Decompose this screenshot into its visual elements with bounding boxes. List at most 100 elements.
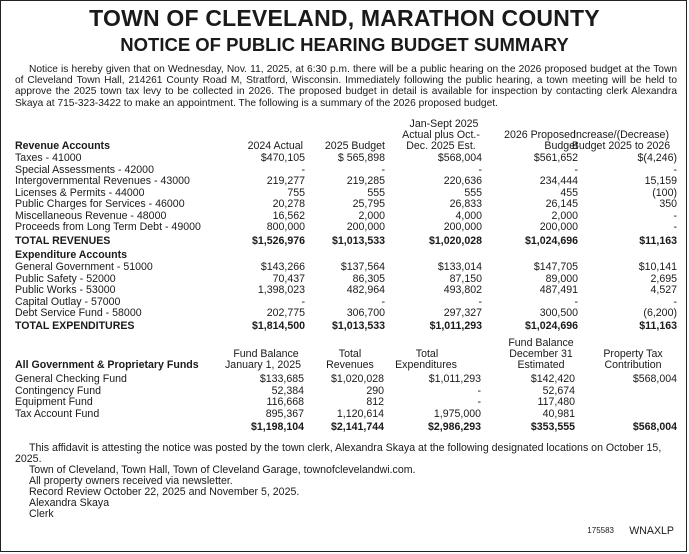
cell-inc: (6,200) (643, 307, 677, 319)
cell-a2024: 219,277 (266, 175, 305, 187)
row-label: Public Safety - 52000 (15, 272, 116, 285)
row-label: Licenses & Permits - 44000 (15, 186, 145, 199)
newsletter-note: All property owners received via newslet… (29, 475, 233, 487)
table-row: Licenses & Permits - 44000 755 555 555 455 (1… (15, 186, 677, 199)
cell-est: - (478, 295, 482, 308)
cell-prop: 487,491 (539, 284, 578, 296)
fund-header-exp-line2: Expenditures (395, 359, 457, 371)
row-label: Proceeds from Long Term Debt - 49000 (15, 221, 201, 233)
fund-header-dec-line3: Estimated (517, 359, 565, 371)
cell-exp: - (477, 396, 481, 408)
table-row: General Government - 51000 $143,266 $137,5… (15, 262, 677, 273)
cell-proposed: $1,024,696 (524, 320, 578, 332)
cell-exp: - (477, 384, 481, 397)
cell-inc: - (673, 295, 677, 308)
cell-est: 87,150 (449, 272, 482, 285)
cell-prop: - (574, 295, 578, 308)
cell-prop: 200,000 (539, 221, 578, 233)
cell-a2024: $470,105 (260, 152, 305, 164)
cell-dec: 40,981 (542, 407, 575, 420)
cell-a2024: 20,278 (272, 198, 305, 210)
row-label: TOTAL REVENUES (15, 235, 111, 247)
cell-prop: 300,500 (539, 307, 578, 319)
cell-prop: 2,000 (551, 209, 578, 222)
cell-prop: 455 (560, 186, 578, 199)
cell-increase: $11,163 (639, 320, 677, 332)
cell-b2025: $137,564 (340, 261, 385, 273)
cell-b2025: 86,305 (352, 272, 385, 285)
cell-est: 493,802 (443, 284, 482, 296)
header-jan-line1: Jan-Sept 2025 (409, 118, 479, 130)
cell-proposed: $1,024,696 (524, 235, 578, 247)
cell-prop: - (574, 163, 578, 176)
cell-2024: $1,814,500 (251, 320, 305, 332)
row-label: Equipment Fund (15, 396, 93, 408)
ad-code: WNAXLP (629, 525, 674, 537)
expenditure-heading: Expenditure Accounts (15, 249, 128, 261)
affidavit-text: This affidavit is attesting the notice w… (15, 442, 662, 465)
cell-fb: $1,198,104 (250, 421, 304, 433)
cell-est: 200,000 (443, 221, 482, 233)
affidavit-section: This affidavit is attesting the notice w… (15, 443, 677, 520)
record-review: Record Review October 22, 2025 and Novem… (29, 486, 300, 498)
cell-inc: 15,159 (644, 175, 677, 187)
cell-a2024: 202,775 (266, 307, 305, 319)
fund-header-dec-line2: December 31 (509, 348, 573, 360)
row-label: Capital Outlay - 57000 (15, 295, 121, 308)
cell-est: 26,833 (449, 198, 482, 210)
cell-a2024: 755 (287, 186, 305, 199)
row-label: Intergovernmental Revenues - 43000 (15, 175, 190, 187)
table-row: Public Charges for Services - 46000 20,27… (15, 199, 677, 210)
cell-b2025: 306,700 (346, 307, 385, 319)
table-row: Contingency Fund 52,384 290 - 52,674 (15, 384, 677, 397)
cell-fb: 116,668 (266, 396, 304, 408)
notice-subtitle: NOTICE OF PUBLIC HEARING BUDGET SUMMARY (120, 34, 569, 55)
cell-est: - (478, 163, 482, 176)
header-increase-line2: Budget 2025 to 2026 (571, 140, 671, 152)
cell-b2025: 2,000 (358, 209, 385, 222)
cell-inc: (100) (652, 186, 677, 199)
cell-inc: - (673, 209, 677, 222)
table-row: Intergovernmental Revenues - 43000 219,27… (15, 176, 677, 187)
row-label: General Checking Fund (15, 373, 127, 385)
fund-header-rev-line1: Total (338, 348, 362, 360)
cell-fb: 52,384 (271, 384, 304, 397)
cell-a2024: 800,000 (266, 221, 305, 233)
header-proposed-line1: 2026 Proposed (504, 129, 576, 141)
row-label: Public Charges for Services - 46000 (15, 198, 185, 210)
header-proposed-line2: Budget (544, 140, 578, 152)
row-label: Debt Service Fund - 58000 (15, 307, 142, 319)
cell-fb: 895,367 (265, 407, 304, 420)
cell-revenues: $2,141,744 (330, 421, 384, 433)
cell-inc: 2,695 (650, 272, 677, 285)
cell-est: $1,011,293 (429, 320, 482, 332)
cell-b2025: 482,964 (346, 284, 385, 296)
cell-dec: $142,420 (530, 373, 575, 385)
row-label: Taxes - 41000 (15, 152, 82, 164)
cell-increase: $11,163 (639, 235, 677, 247)
revenue-accounts-heading: Revenue Accounts (15, 140, 110, 152)
row-label: General Government - 51000 (15, 261, 153, 273)
cell-inc: $(4,246) (637, 152, 677, 164)
fund-total-row: $1,198,104 $2,141,744 $2,986,293 $353,55… (15, 422, 677, 433)
cell-dec: $353,555 (530, 421, 575, 433)
clerk-title: Clerk (29, 508, 54, 520)
cell-est: 4,000 (455, 209, 482, 222)
table-row: Public Works - 53000 1,398,023 482,964 493,… (15, 285, 677, 296)
cell-a2024: 70,437 (272, 272, 305, 285)
cell-dec: 117,480 (537, 396, 575, 408)
cell-exp: $1,011,293 (428, 373, 481, 385)
cell-a2024: 16,562 (272, 209, 305, 222)
cell-est: $568,004 (437, 152, 482, 164)
table-row: Debt Service Fund - 58000 202,775 306,700 2… (15, 308, 677, 319)
table-row: Public Safety - 52000 70,437 86,305 87,150 8… (15, 272, 677, 285)
fund-header-rev-line2: Revenues (326, 359, 374, 371)
cell-rev: $1,020,028 (330, 373, 384, 385)
cell-b2025: 200,000 (346, 221, 385, 233)
header-jan-line2: Actual plus Oct.- (402, 129, 480, 141)
table-row: Equipment Fund 116,668 812 - 117,480 (15, 397, 677, 408)
cell-exp: 1,975,000 (433, 407, 481, 420)
cell-b2025: - (381, 163, 385, 176)
cell-rev: 812 (366, 396, 384, 408)
